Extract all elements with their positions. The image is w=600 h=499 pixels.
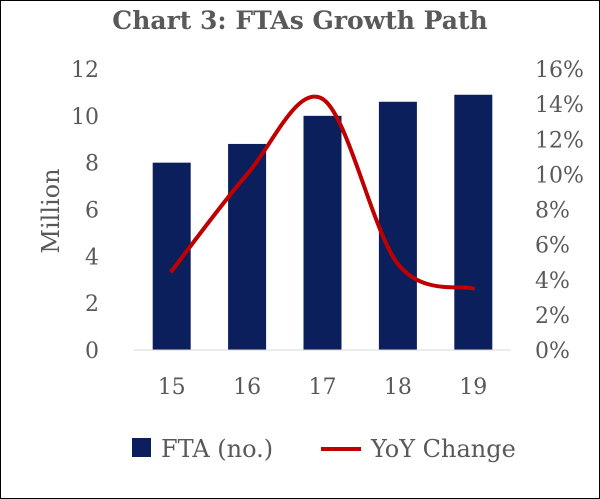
y2-tick-label: 2% [535,304,570,329]
legend-label-yoy: YoY Change [370,435,516,463]
y2-tick-label: 0% [535,339,570,364]
x-tick-label: 15 [158,375,186,400]
y2-tick-label: 4% [535,269,570,294]
y-tick-label: 0 [85,339,99,364]
bar-fta-19 [454,94,493,350]
bar-fta-18 [378,101,417,351]
y2-tick-label: 10% [535,163,584,188]
y2-tick-label: 16% [535,58,584,83]
y-tick-label: 4 [85,245,99,270]
y2-tick-label: 14% [535,93,584,118]
y-tick-label: 8 [85,152,99,177]
chart-title: Chart 3: FTAs Growth Path [112,6,487,35]
y-tick-label: 12 [71,58,99,83]
legend-label-fta: FTA (no.) [161,435,273,463]
y-tick-label: 10 [71,105,99,130]
plot-area: 0 2 4 6 8 10 12 0% 2% 4% 6% 8% 10% 12% 14% 16% 15 16 17 18 1… [71,58,584,400]
legend-swatch-fta [132,438,151,457]
y2-tick-label: 12% [535,128,584,153]
legend: FTA (no.) YoY Change [132,435,516,463]
y-tick-label: 6 [85,199,99,224]
x-tick-label: 18 [384,375,412,400]
x-tick-label: 16 [233,375,261,400]
bar-fta-16 [228,143,267,350]
y2-tick-label: 6% [535,234,570,259]
y-tick-label: 2 [85,292,99,317]
x-tick-label: 17 [309,375,337,400]
bar-fta-17 [303,115,342,350]
y2-tick-label: 8% [535,199,570,224]
x-tick-label: 19 [459,375,487,400]
y-axis-label: Million [37,168,65,253]
